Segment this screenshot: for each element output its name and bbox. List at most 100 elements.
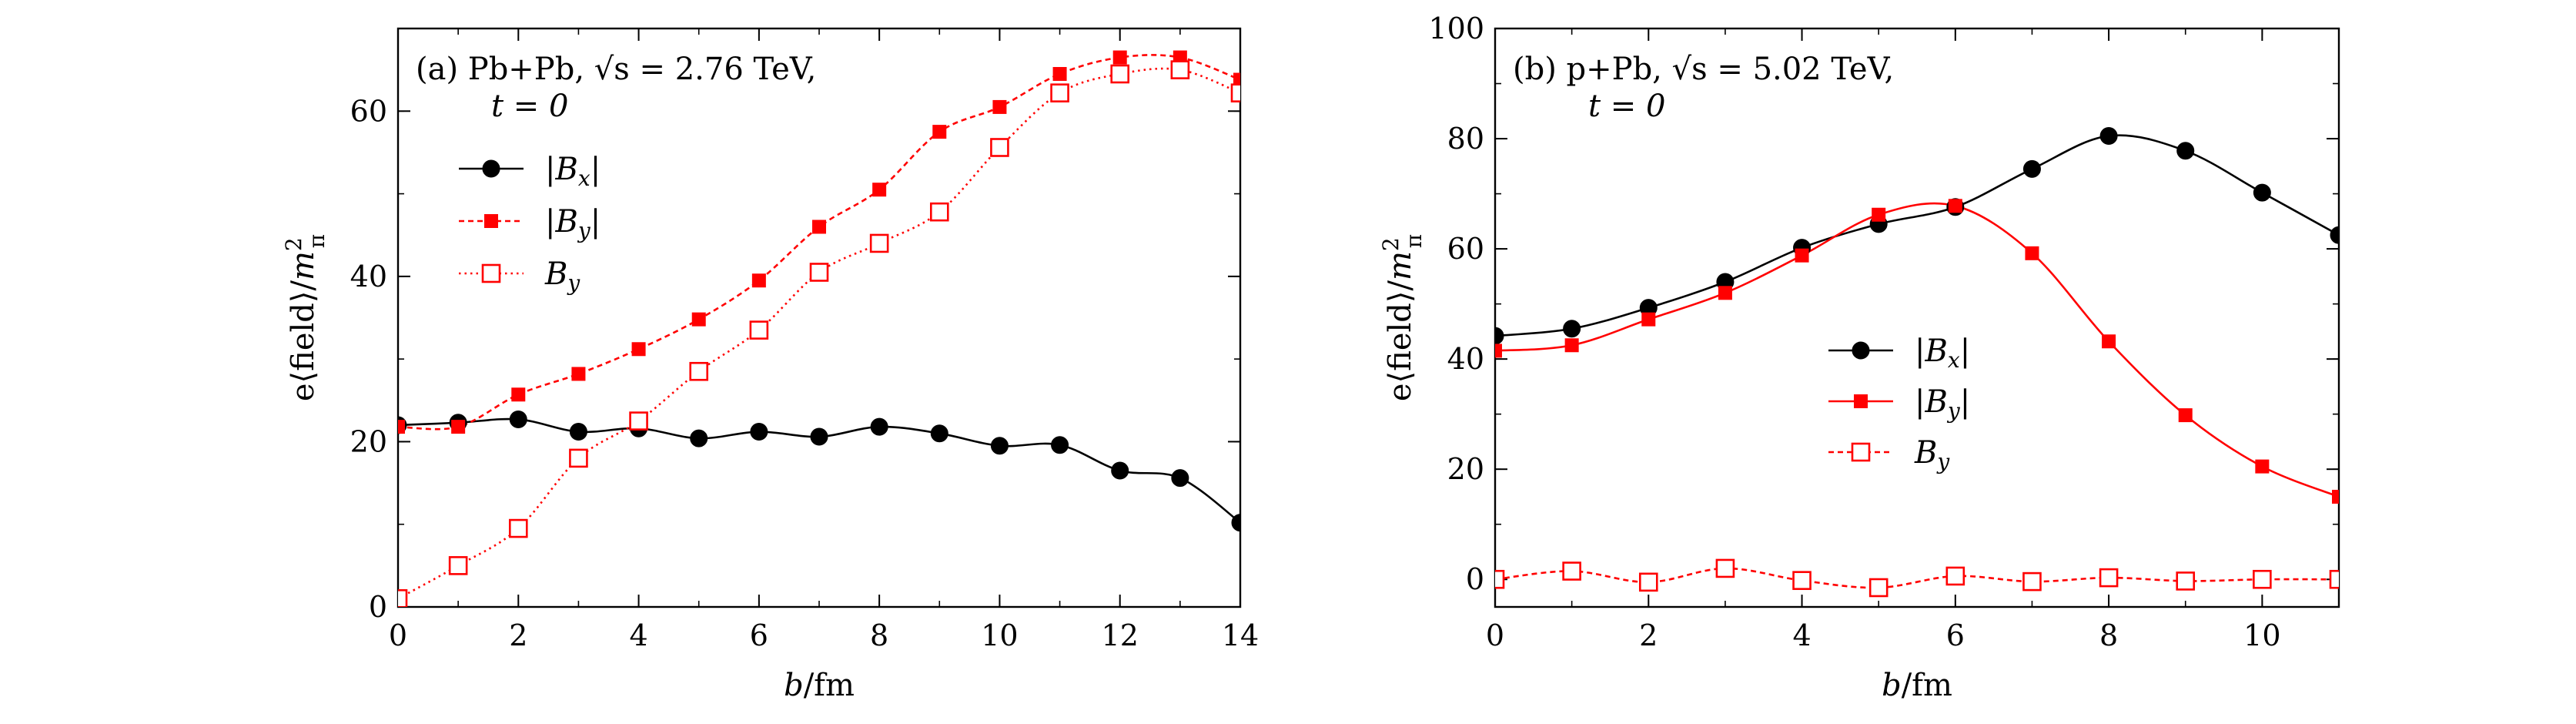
panel-b-legend-label: |By| xyxy=(1915,384,1970,424)
panel-a-series-markers-1 xyxy=(398,50,1240,434)
panel-a-data-point xyxy=(1230,83,1240,102)
panel-a-data-point xyxy=(870,417,888,436)
panel-a-xtick-label: 8 xyxy=(870,618,888,652)
panel-a-ylabel: e⟨field⟩/m2π xyxy=(281,234,330,401)
panel-b-series-markers-2 xyxy=(1495,558,2339,598)
panel-a-data-point xyxy=(631,342,646,357)
panel-b-data-point xyxy=(2253,569,2272,589)
panel-a-plot-area xyxy=(398,50,1240,607)
panel-b-data-point xyxy=(2176,142,2195,160)
panel-a-xtick-label: 10 xyxy=(981,618,1018,652)
panel-b-series-markers-1 xyxy=(1495,199,2339,504)
panel-a: 0 2 4 6 8 10 12 140204060b/fme⟨field⟩/m2π|Bx||B… xyxy=(281,27,1259,703)
panel-a-data-point xyxy=(571,367,586,381)
panel-b-frame xyxy=(1494,27,2340,608)
panel-b-legend-marker xyxy=(1854,394,1868,408)
panel-b-data-point xyxy=(1495,569,1505,589)
panel-a-ytick-label: 0 xyxy=(369,590,387,624)
panel-b-ytick-label: 0 xyxy=(1466,562,1484,596)
panel-a-legend-marker xyxy=(484,214,498,228)
panel-a-series-markers-2 xyxy=(398,60,1240,607)
panel-a-xtick-label: 6 xyxy=(750,618,768,652)
panel-b-data-point xyxy=(1718,286,1732,300)
panel-a-data-point xyxy=(508,518,528,538)
panel-b-xtick-label: 4 xyxy=(1792,618,1811,652)
panel-b-data-point xyxy=(2176,571,2196,591)
panel-a-ytick-label: 20 xyxy=(350,424,387,458)
panel-b-legend-label: By xyxy=(1914,435,1950,474)
panel-b-data-point xyxy=(2099,568,2119,588)
panel-b-data-point xyxy=(1872,207,1886,222)
panel-a-xtick-label: 12 xyxy=(1102,618,1139,652)
panel-b-ytick-label: 20 xyxy=(1447,452,1484,486)
panel-a-legend-marker xyxy=(482,159,500,178)
panel-b-data-point xyxy=(2253,183,2271,202)
panel-a-data-point xyxy=(751,273,766,288)
panel-a-data-point xyxy=(1112,50,1127,65)
panel-a-title-line2: t = 0 xyxy=(491,89,568,124)
panel-b-data-point xyxy=(2022,571,2042,592)
panel-a-data-point xyxy=(992,99,1007,114)
panel-b-data-point xyxy=(1868,578,1889,598)
panel-b-data-point xyxy=(1715,558,1735,578)
panel-a-data-point xyxy=(990,437,1009,455)
panel-b-data-point xyxy=(1562,561,1581,581)
panel-b-xtick-label: 8 xyxy=(2099,618,2118,652)
panel-b-data-point xyxy=(2025,246,2039,260)
panel-a-data-point xyxy=(1111,461,1129,480)
panel-a-data-point xyxy=(1170,60,1190,79)
panel-a-xtick-label: 2 xyxy=(509,618,527,652)
panel-b-data-point xyxy=(1495,327,1504,345)
panel-b-ytick-label: 40 xyxy=(1447,342,1484,376)
panel-b-ytick-label: 100 xyxy=(1428,12,1484,45)
panel-a-series-line-2 xyxy=(398,67,1240,600)
panel-b-data-point xyxy=(2178,408,2193,423)
panel-b-data-point xyxy=(2102,334,2116,349)
panel-a-xlabel: b/fm xyxy=(784,668,855,703)
panel-b-xtick-label: 0 xyxy=(1486,618,1504,652)
panel-a-legend-label: |By| xyxy=(545,204,601,243)
panel-b-plot-area xyxy=(1495,126,2339,598)
panel-a-data-point xyxy=(872,183,887,197)
panel-a-title-line1: (a) Pb+Pb, √s = 2.76 TeV, xyxy=(416,52,816,87)
panel-b-legend-marker xyxy=(1852,341,1870,360)
panel-b-data-point xyxy=(1495,344,1502,358)
panel-a-data-point xyxy=(1171,469,1189,488)
panel-a-data-point xyxy=(398,420,405,434)
panel-a-data-point xyxy=(749,320,769,340)
panel-b-data-point xyxy=(1638,572,1658,592)
panel-a-data-point xyxy=(1052,67,1067,82)
panel-a-data-point xyxy=(629,411,648,431)
panel-a-legend: |Bx| |By| By xyxy=(459,152,601,296)
panel-a-data-point xyxy=(448,556,468,575)
panel-a-data-point xyxy=(809,263,829,282)
panel-b-data-point xyxy=(1564,338,1579,353)
panel-a-data-point xyxy=(689,361,709,381)
panel-a-data-point xyxy=(869,233,889,253)
panel-b-series-markers-0 xyxy=(1495,126,2339,345)
panel-a-data-point xyxy=(1050,83,1069,102)
panel-b-ytick-label: 60 xyxy=(1447,232,1484,266)
panel-b-data-point xyxy=(2329,569,2339,589)
panel-a-data-point xyxy=(569,448,588,468)
panel-a-data-point xyxy=(932,125,947,139)
panel-a-data-point xyxy=(1233,72,1240,87)
panel-b-data-point xyxy=(1948,199,1962,213)
panel-a-data-point xyxy=(750,423,768,441)
panel-b-data-point xyxy=(2099,126,2118,145)
panel-b-data-point xyxy=(2255,459,2270,474)
panel-b-xlabel: b/fm xyxy=(1882,668,1952,703)
panel-b-title-line1: (b) p+Pb, √s = 5.02 TeV, xyxy=(1513,52,1894,87)
panel-a-data-point xyxy=(451,420,466,434)
panel-a-data-point xyxy=(690,429,708,447)
panel-a-data-point xyxy=(691,312,706,327)
panel-b-title-line2: t = 0 xyxy=(1588,89,1665,124)
panel-b-legend-marker xyxy=(1851,442,1871,462)
panel-a-data-point xyxy=(929,202,949,222)
panel-a-data-point xyxy=(569,423,587,441)
panel-b: 0 2 4 6 8 10020406080100b/fme⟨field⟩/m2π|Bx||… xyxy=(1378,12,2340,703)
panel-a-data-point xyxy=(812,220,826,234)
panel-b-series-line-0 xyxy=(1495,134,2339,337)
panel-a-data-point xyxy=(1051,436,1069,454)
